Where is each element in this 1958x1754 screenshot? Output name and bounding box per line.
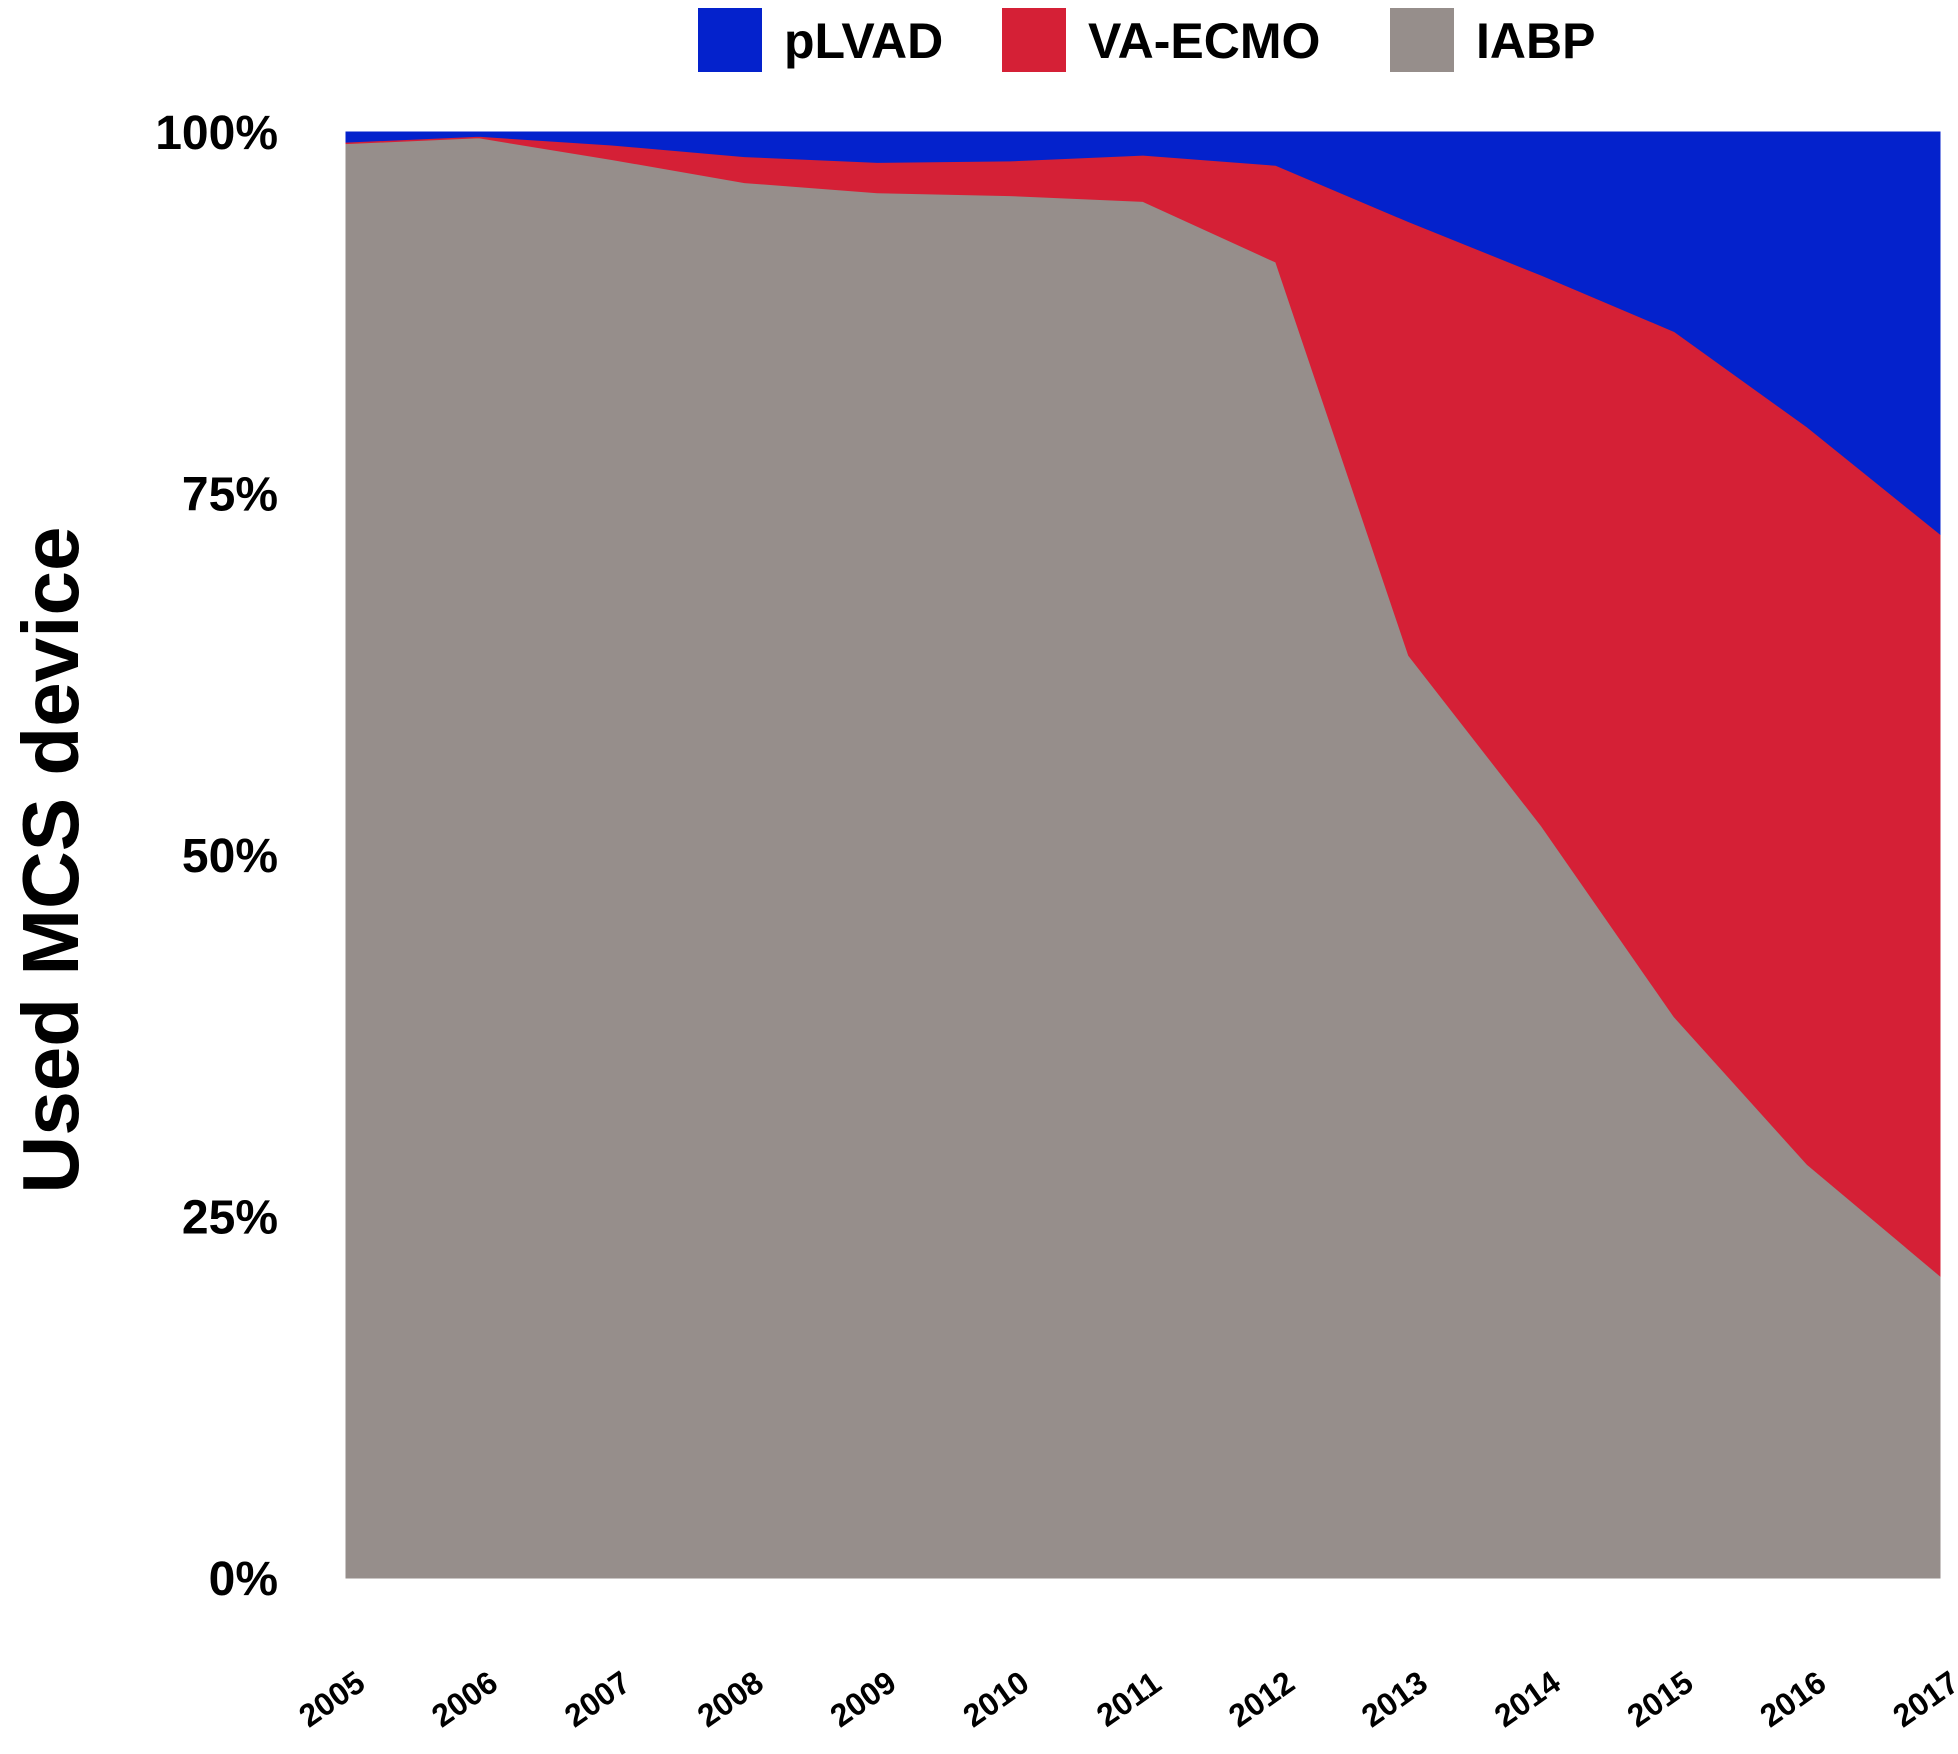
x-tick-label: 2010 bbox=[956, 1664, 1035, 1734]
x-tick-label: 2016 bbox=[1753, 1664, 1832, 1734]
plot-area bbox=[345, 131, 1941, 1579]
y-tick-label: 75% bbox=[182, 469, 278, 522]
x-tick-label: 2006 bbox=[425, 1664, 504, 1734]
y-tick-label: 50% bbox=[182, 830, 278, 883]
legend-swatch bbox=[1002, 8, 1066, 72]
x-tick-label: 2011 bbox=[1090, 1664, 1168, 1733]
y-axis-ticks: 0% 25% 50% 75% 100% bbox=[155, 107, 278, 1606]
y-tick-label: 25% bbox=[182, 1192, 278, 1245]
y-tick-label: 100% bbox=[155, 107, 278, 160]
y-axis-label: Used MCS device bbox=[6, 527, 95, 1194]
legend-label: pLVAD bbox=[784, 13, 943, 69]
x-tick-label: 2015 bbox=[1621, 1664, 1700, 1734]
area-series-plvad bbox=[345, 131, 1941, 536]
x-tick-label: 2007 bbox=[558, 1664, 637, 1734]
x-axis-ticks: 2005 2006 2007 2008 2009 2010 2011 2012 2013 2014… bbox=[292, 1664, 1958, 1734]
x-tick-label: 2008 bbox=[691, 1664, 770, 1734]
x-tick-label: 2012 bbox=[1222, 1664, 1301, 1734]
x-tick-label: 2009 bbox=[824, 1664, 903, 1734]
legend: pLVAD VA-ECMO IABP bbox=[698, 8, 1595, 72]
x-tick-label: 2005 bbox=[292, 1664, 371, 1734]
legend-swatch bbox=[698, 8, 762, 72]
legend-swatch bbox=[1390, 8, 1454, 72]
x-tick-label: 2017 bbox=[1886, 1664, 1958, 1734]
legend-label: IABP bbox=[1476, 13, 1595, 69]
x-tick-label: 2013 bbox=[1355, 1664, 1434, 1734]
y-tick-label: 0% bbox=[209, 1553, 278, 1606]
x-tick-label: 2014 bbox=[1488, 1664, 1567, 1734]
legend-label: VA-ECMO bbox=[1088, 13, 1320, 69]
